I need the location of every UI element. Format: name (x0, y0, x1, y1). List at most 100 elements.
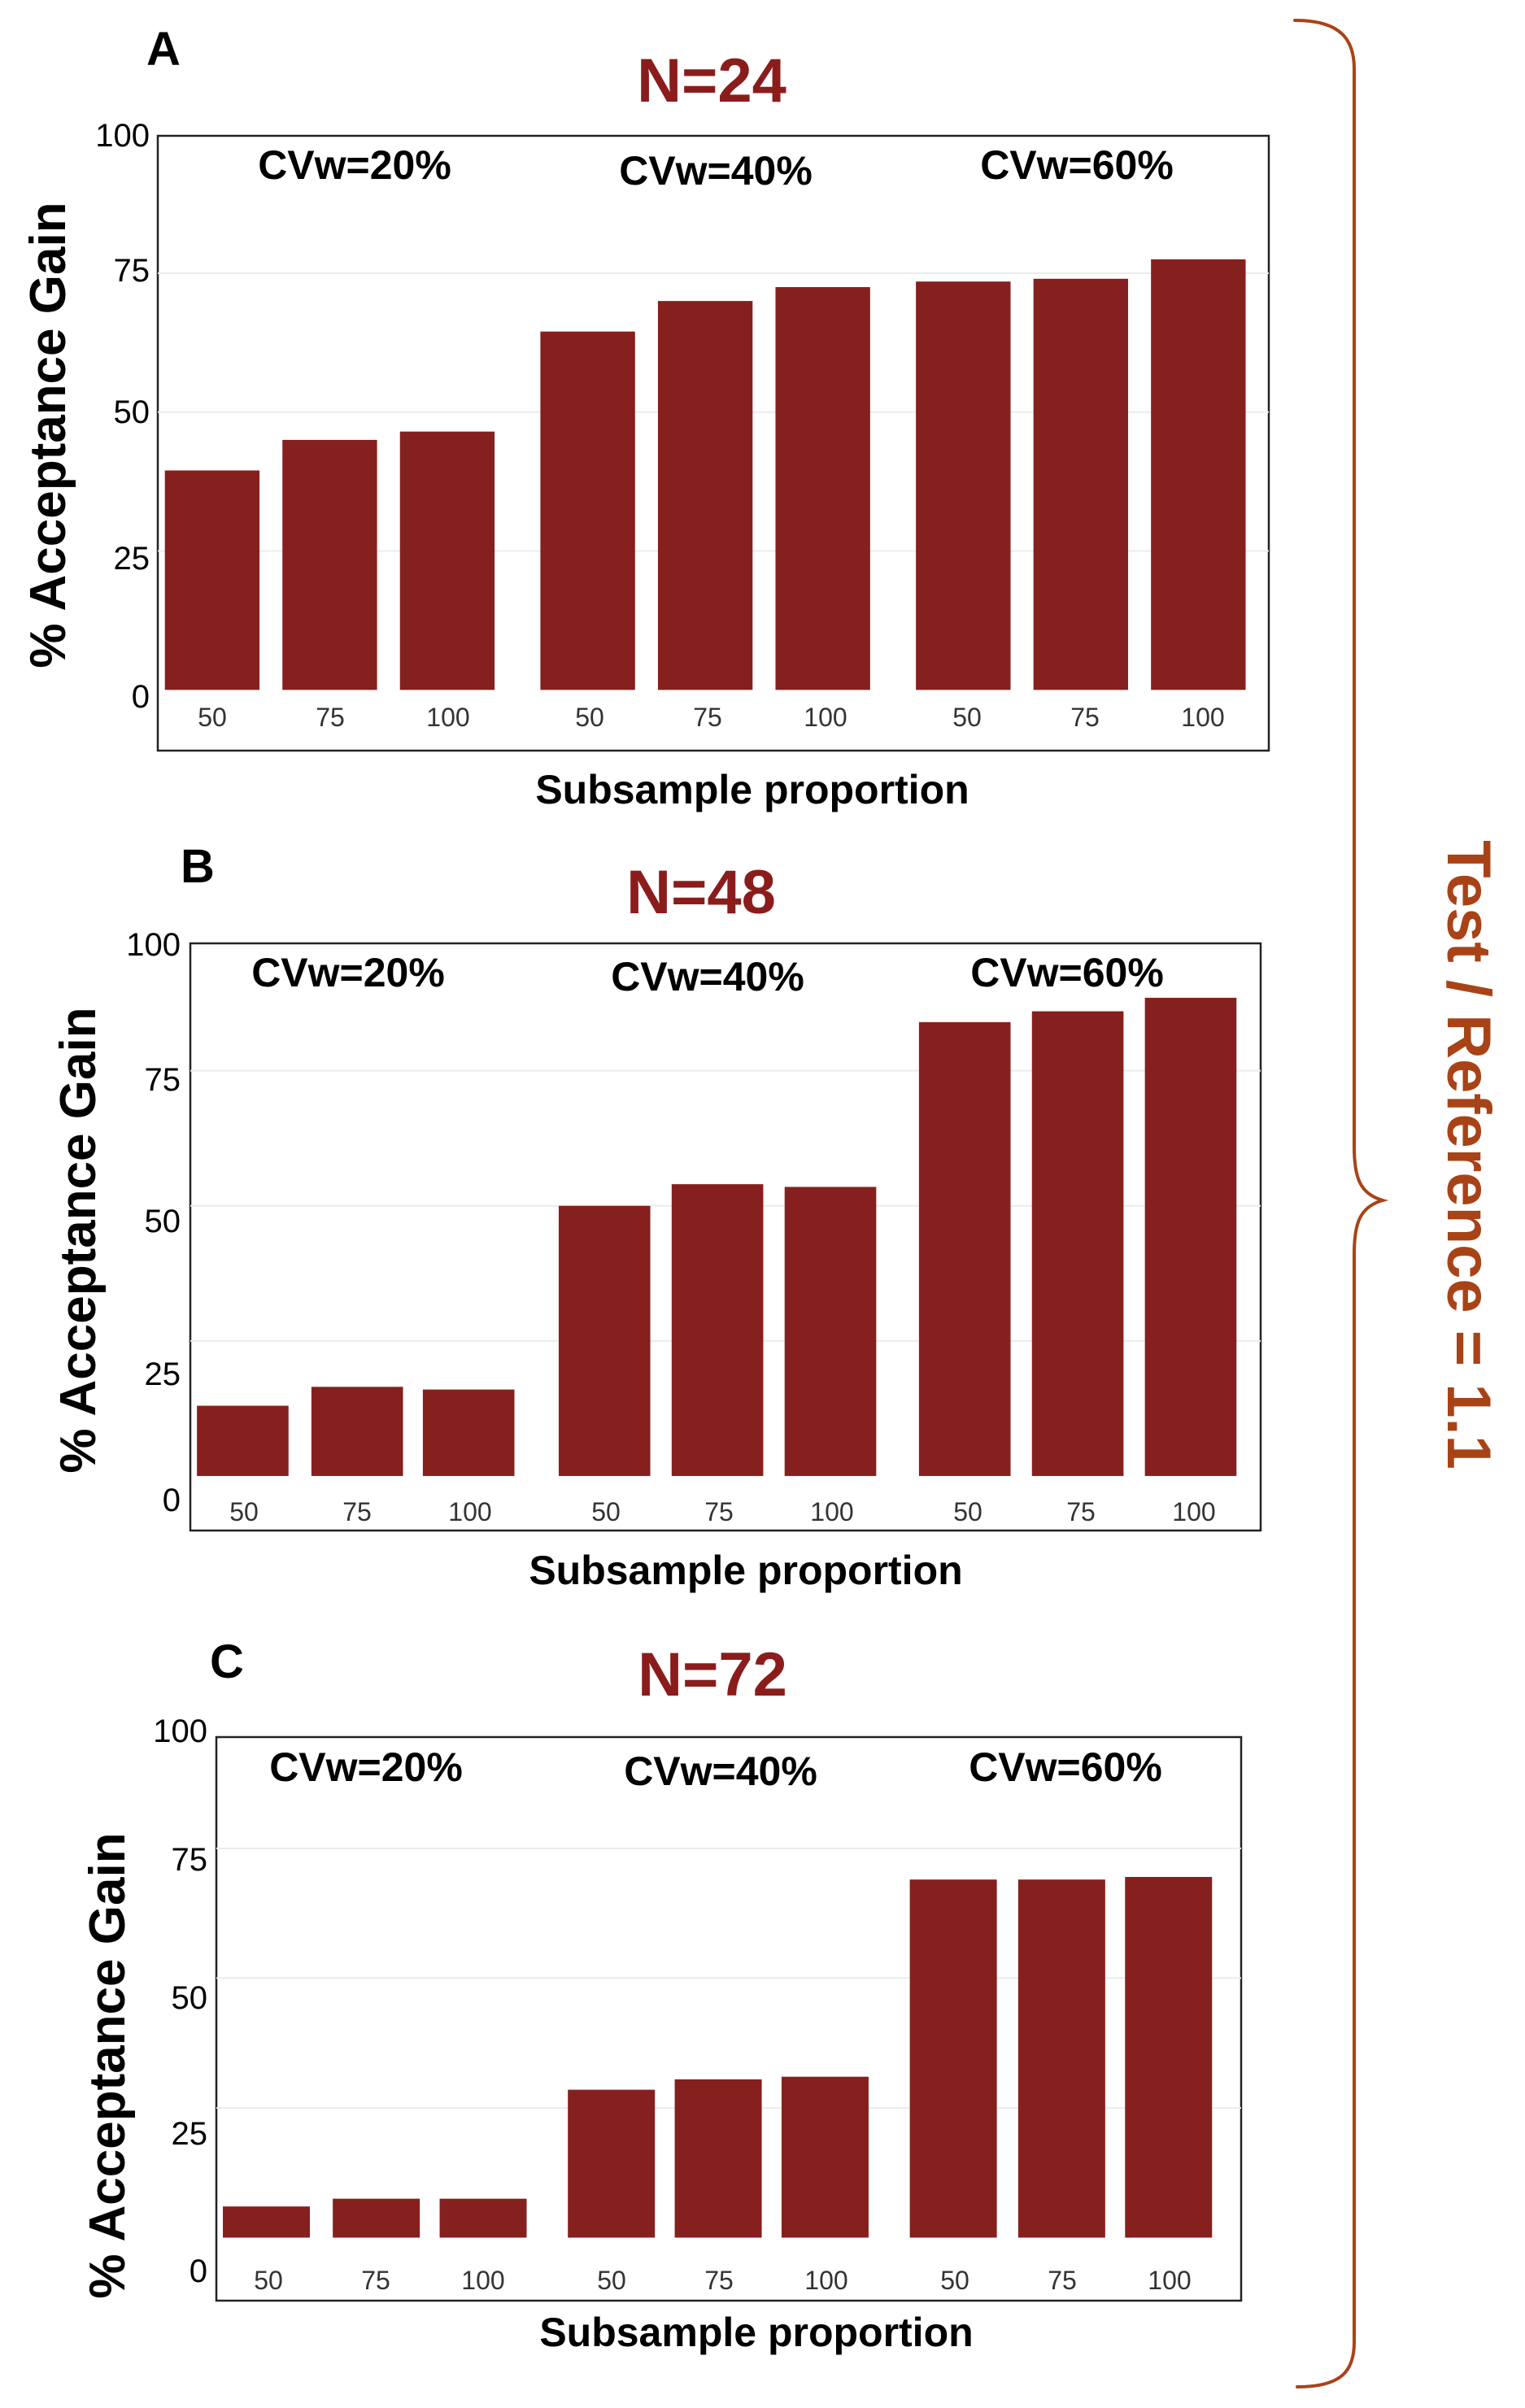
panel-letter: C (210, 1635, 244, 1688)
y-tick-label: 100 (95, 118, 150, 154)
x-axis-label: Subsample proportion (539, 2310, 973, 2355)
x-tick-label: 75 (342, 1497, 372, 1526)
x-tick-label: 75 (1048, 2266, 1077, 2295)
bar-layer (197, 997, 1237, 1476)
x-tick-label: 50 (953, 1497, 983, 1526)
x-tick-label: 100 (1148, 2266, 1191, 2295)
group-label-cvw-60: CVw=60% (969, 1744, 1162, 1790)
bar-cvw-20-50 (197, 1405, 289, 1476)
bar-cvw-20-100 (439, 2198, 527, 2238)
group-label-cvw-20: CVw=20% (258, 142, 451, 188)
bar-cvw-60-75 (1017, 1879, 1105, 2238)
x-axis-label: Subsample proportion (535, 767, 969, 812)
bar-cvw-20-100 (422, 1389, 515, 1476)
x-tick-label: 100 (448, 1497, 491, 1526)
bar-cvw-60-100 (1151, 259, 1246, 690)
group-label-cvw-40: CVw=40% (624, 1748, 817, 1794)
panel-title: N=72 (638, 1640, 787, 1709)
x-tick-label: 75 (1070, 703, 1100, 732)
x-tick-label: 75 (316, 703, 345, 732)
label-layer: CVw=20% CVw=40% CVw=60% 100 75 50 25 0 5… (80, 1713, 1192, 2355)
bar-cvw-60-50 (909, 1879, 997, 2238)
panel-letter: B (181, 840, 215, 893)
panel-c: C N=72 CVw=20% CVw=40% CVw=60% 100 75 50… (80, 1635, 1243, 2355)
panel-letter: A (146, 23, 181, 76)
y-tick-label: 50 (145, 1204, 181, 1239)
panel-a: A N=24 CVw=20% CVw=40% CVw=60% 100 75 50… (20, 23, 1270, 812)
x-tick-label: 50 (597, 2266, 626, 2295)
x-tick-label: 50 (254, 2266, 283, 2295)
x-axis-label: Subsample proportion (529, 1548, 962, 1593)
x-tick-label: 100 (1181, 703, 1224, 732)
bar-cvw-60-100 (1144, 997, 1237, 1476)
y-tick-label: 0 (163, 1483, 181, 1518)
y-tick-label: 25 (172, 2116, 208, 2152)
bar-cvw-20-100 (399, 431, 495, 690)
panel-b: B N=48 CVw=20% CVw=40% CVw=60% 100 75 50… (50, 840, 1262, 1593)
x-tick-label: 100 (1172, 1497, 1215, 1526)
bar-cvw-60-50 (918, 1021, 1011, 1476)
bar-cvw-60-50 (916, 281, 1011, 690)
x-tick-label: 100 (804, 703, 847, 732)
y-tick-label: 25 (145, 1356, 181, 1392)
bar-layer (223, 1876, 1213, 2238)
group-label-cvw-60: CVw=60% (980, 142, 1174, 188)
group-label-cvw-20: CVw=20% (251, 950, 445, 995)
x-tick-label: 50 (229, 1497, 259, 1526)
x-tick-label: 50 (575, 703, 604, 732)
bar-cvw-40-75 (671, 1184, 764, 1476)
bar-cvw-40-100 (784, 1187, 877, 1476)
bar-cvw-40-50 (568, 2089, 656, 2238)
group-label-cvw-40: CVw=40% (611, 954, 804, 999)
group-label-cvw-20: CVw=20% (269, 1744, 463, 1790)
y-axis-label: % Acceptance Gain (20, 202, 76, 668)
x-tick-label: 75 (704, 1497, 734, 1526)
x-tick-label: 100 (810, 1497, 853, 1526)
y-axis-label: % Acceptance Gain (80, 1832, 136, 2298)
bar-cvw-20-50 (164, 470, 260, 690)
x-tick-label: 75 (704, 2266, 734, 2295)
y-tick-label: 75 (145, 1062, 181, 1098)
bar-cvw-60-75 (1033, 278, 1129, 690)
x-tick-label: 75 (693, 703, 722, 732)
y-tick-label: 100 (126, 927, 181, 963)
panel-title: N=48 (626, 858, 776, 927)
x-tick-label: 75 (361, 2266, 390, 2295)
curly-bracket (1293, 19, 1389, 2388)
label-layer: CVw=20% CVw=40% CVw=60% 100 75 50 25 0 5… (50, 927, 1216, 1593)
label-layer: CVw=20% CVw=40% CVw=60% 100 75 50 25 0 5… (20, 118, 1225, 812)
y-tick-label: 75 (114, 253, 150, 289)
panel-title: N=24 (637, 46, 786, 115)
x-tick-label: 75 (1066, 1497, 1096, 1526)
ratio-label: Test / Reference = 1.1 (1434, 840, 1503, 1470)
y-tick-label: 0 (132, 679, 150, 715)
bar-layer (164, 259, 1246, 690)
bar-cvw-40-50 (540, 331, 635, 690)
bar-cvw-20-75 (282, 439, 377, 690)
bar-cvw-20-50 (223, 2206, 311, 2238)
x-tick-label: 50 (198, 703, 227, 732)
y-tick-label: 0 (190, 2253, 207, 2289)
bar-cvw-20-75 (311, 1387, 403, 1476)
bar-cvw-20-75 (333, 2198, 420, 2238)
x-tick-label: 50 (952, 703, 982, 732)
group-label-cvw-60: CVw=60% (970, 950, 1164, 995)
x-tick-label: 50 (940, 2266, 969, 2295)
x-tick-label: 100 (461, 2266, 504, 2295)
bar-cvw-40-75 (674, 2079, 762, 2238)
bar-cvw-40-100 (775, 287, 870, 690)
bar-cvw-40-50 (558, 1205, 651, 1476)
bar-cvw-40-100 (781, 2076, 869, 2238)
x-tick-label: 50 (591, 1497, 621, 1526)
y-tick-label: 50 (114, 394, 150, 430)
x-tick-label: 100 (426, 703, 469, 732)
y-axis-label: % Acceptance Gain (50, 1007, 107, 1473)
bar-cvw-40-75 (657, 301, 753, 690)
bar-cvw-60-100 (1125, 1876, 1213, 2238)
y-tick-label: 75 (172, 1842, 208, 1878)
y-tick-label: 25 (114, 541, 150, 577)
x-tick-label: 100 (804, 2266, 847, 2295)
bar-cvw-60-75 (1031, 1011, 1124, 1476)
y-tick-label: 50 (172, 1980, 208, 2016)
